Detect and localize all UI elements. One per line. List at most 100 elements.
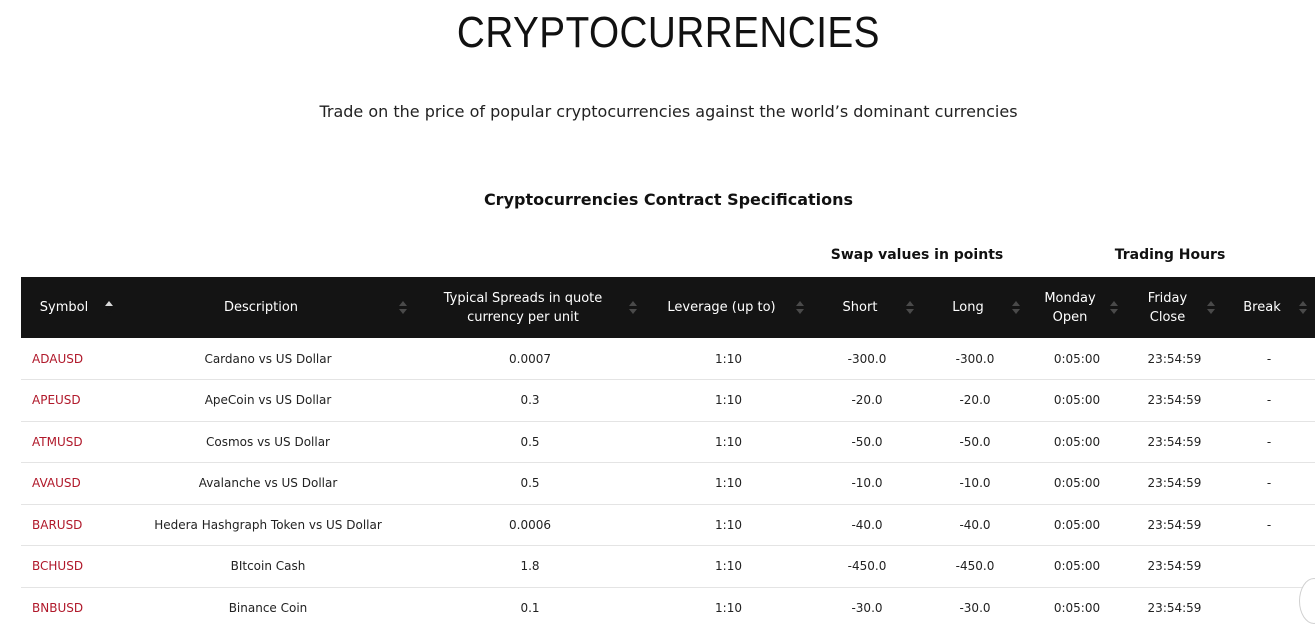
- description-cell: Avalanche vs US Dollar: [198, 476, 338, 491]
- column-header-label: Description: [223, 300, 299, 315]
- swap-long-cell: -30.0: [959, 600, 991, 615]
- column-header-label: Monday Open: [1044, 290, 1096, 325]
- leverage-cell: 1:10: [715, 517, 742, 532]
- leverage-cell: 1:10: [715, 434, 742, 449]
- swap-long-cell: -50.0: [959, 434, 991, 449]
- table-row: ATMUSD Cosmos vs US Dollar 0.5 1:10 -50.…: [21, 421, 1315, 463]
- column-header-symbol[interactable]: Symbol: [21, 277, 121, 338]
- sort-icon[interactable]: [1299, 300, 1307, 316]
- sort-icon[interactable]: [399, 300, 407, 316]
- leverage-cell: 1:10: [715, 600, 742, 615]
- swap-short-cell: -300.0: [847, 351, 887, 366]
- symbol-link[interactable]: ADAUSD: [32, 351, 84, 366]
- column-header-monday-open[interactable]: Monday Open: [1028, 277, 1126, 338]
- swap-long-cell: -40.0: [959, 517, 991, 532]
- description-cell: ApeCoin vs US Dollar: [204, 393, 332, 408]
- sort-icon[interactable]: [629, 300, 637, 316]
- column-header-label: Long: [952, 300, 984, 315]
- sort-icon[interactable]: [796, 300, 804, 316]
- column-header-short[interactable]: Short: [812, 277, 922, 338]
- column-header-label: Leverage (up to): [667, 300, 776, 315]
- swap-long-cell: -450.0: [955, 559, 995, 574]
- break-cell: -: [1266, 351, 1272, 366]
- swap-values-group-label: Swap values in points: [830, 247, 1004, 263]
- sort-icon[interactable]: [1012, 300, 1020, 316]
- symbol-link[interactable]: AVAUSD: [32, 476, 81, 491]
- symbol-link[interactable]: APEUSD: [32, 393, 81, 408]
- swap-long-cell: -300.0: [955, 351, 995, 366]
- monday-open-cell: 0:05:00: [1053, 434, 1101, 449]
- section-title: Cryptocurrencies Contract Specifications: [483, 190, 854, 209]
- friday-close-cell: 23:54:59: [1147, 434, 1202, 449]
- spread-cell: 0.3: [520, 393, 540, 408]
- spread-cell: 0.5: [520, 434, 540, 449]
- description-cell: Cardano vs US Dollar: [204, 351, 332, 366]
- break-cell: -: [1266, 434, 1272, 449]
- friday-close-cell: 23:54:59: [1147, 476, 1202, 491]
- column-header-label: Friday Close: [1147, 290, 1188, 325]
- column-header-label: Typical Spreads in quote currency per un…: [443, 290, 603, 325]
- swap-short-cell: -450.0: [847, 559, 887, 574]
- column-header-label: Symbol: [39, 300, 89, 315]
- swap-short-cell: -10.0: [851, 476, 883, 491]
- break-cell: -: [1266, 393, 1272, 408]
- friday-close-cell: 23:54:59: [1147, 559, 1202, 574]
- spread-cell: 0.1: [520, 600, 540, 615]
- table-row: APEUSD ApeCoin vs US Dollar 0.3 1:10 -20…: [21, 380, 1315, 421]
- description-cell: Binance Coin: [228, 600, 308, 615]
- monday-open-cell: 0:05:00: [1053, 476, 1101, 491]
- description-cell: Hedera Hashgraph Token vs US Dollar: [154, 517, 382, 532]
- page-subtitle: Trade on the price of popular cryptocurr…: [319, 102, 1018, 121]
- swap-short-cell: -50.0: [851, 434, 883, 449]
- column-header-friday-close[interactable]: Friday Close: [1126, 277, 1223, 338]
- sort-icon[interactable]: [1110, 300, 1118, 316]
- table-row: AVAUSD Avalanche vs US Dollar 0.5 1:10 -…: [21, 463, 1315, 504]
- spread-cell: 0.0007: [509, 351, 551, 366]
- monday-open-cell: 0:05:00: [1053, 559, 1101, 574]
- contract-specifications-table: Symbol Description Typical Spreads in qu…: [21, 277, 1315, 627]
- swap-short-cell: -20.0: [851, 393, 883, 408]
- page-title: CRYPTOCURRENCIES: [456, 8, 880, 57]
- break-cell: [1223, 546, 1315, 588]
- break-cell: -: [1266, 476, 1272, 491]
- column-header-leverage[interactable]: Leverage (up to): [645, 277, 812, 338]
- symbol-link[interactable]: BCHUSD: [32, 559, 84, 574]
- trading-hours-group-label: Trading Hours: [1114, 247, 1226, 263]
- friday-close-cell: 23:54:59: [1147, 600, 1202, 615]
- symbol-link[interactable]: BNBUSD: [32, 600, 84, 615]
- leverage-cell: 1:10: [715, 476, 742, 491]
- table-row: ADAUSD Cardano vs US Dollar 0.0007 1:10 …: [21, 338, 1315, 380]
- swap-long-cell: -20.0: [959, 393, 991, 408]
- symbol-link[interactable]: ATMUSD: [32, 434, 83, 449]
- sort-ascending-icon[interactable]: [105, 300, 113, 316]
- monday-open-cell: 0:05:00: [1053, 393, 1101, 408]
- leverage-cell: 1:10: [715, 351, 742, 366]
- monday-open-cell: 0:05:00: [1053, 600, 1101, 615]
- column-header-break[interactable]: Break: [1223, 277, 1315, 338]
- description-cell: BItcoin Cash: [230, 559, 306, 574]
- sort-icon[interactable]: [1207, 300, 1215, 316]
- spread-cell: 1.8: [520, 559, 540, 574]
- break-cell: -: [1266, 517, 1272, 532]
- column-header-long[interactable]: Long: [922, 277, 1028, 338]
- table-row: BARUSD Hedera Hashgraph Token vs US Doll…: [21, 504, 1315, 546]
- table-row: BCHUSD BItcoin Cash 1.8 1:10 -450.0 -450…: [21, 546, 1315, 588]
- friday-close-cell: 23:54:59: [1147, 517, 1202, 532]
- spread-cell: 0.0006: [509, 517, 551, 532]
- leverage-cell: 1:10: [715, 559, 742, 574]
- column-header-label: Break: [1243, 300, 1281, 315]
- symbol-link[interactable]: BARUSD: [32, 517, 83, 532]
- monday-open-cell: 0:05:00: [1053, 517, 1101, 532]
- friday-close-cell: 23:54:59: [1147, 351, 1202, 366]
- spread-cell: 0.5: [520, 476, 540, 491]
- column-header-label: Short: [842, 300, 878, 315]
- swap-short-cell: -30.0: [851, 600, 883, 615]
- table-header-row: Symbol Description Typical Spreads in qu…: [21, 277, 1315, 338]
- monday-open-cell: 0:05:00: [1053, 351, 1101, 366]
- column-header-description[interactable]: Description: [121, 277, 415, 338]
- leverage-cell: 1:10: [715, 393, 742, 408]
- table-row: BNBUSD Binance Coin 0.1 1:10 -30.0 -30.0…: [21, 587, 1315, 627]
- column-header-spread[interactable]: Typical Spreads in quote currency per un…: [415, 277, 645, 338]
- sort-icon[interactable]: [906, 300, 914, 316]
